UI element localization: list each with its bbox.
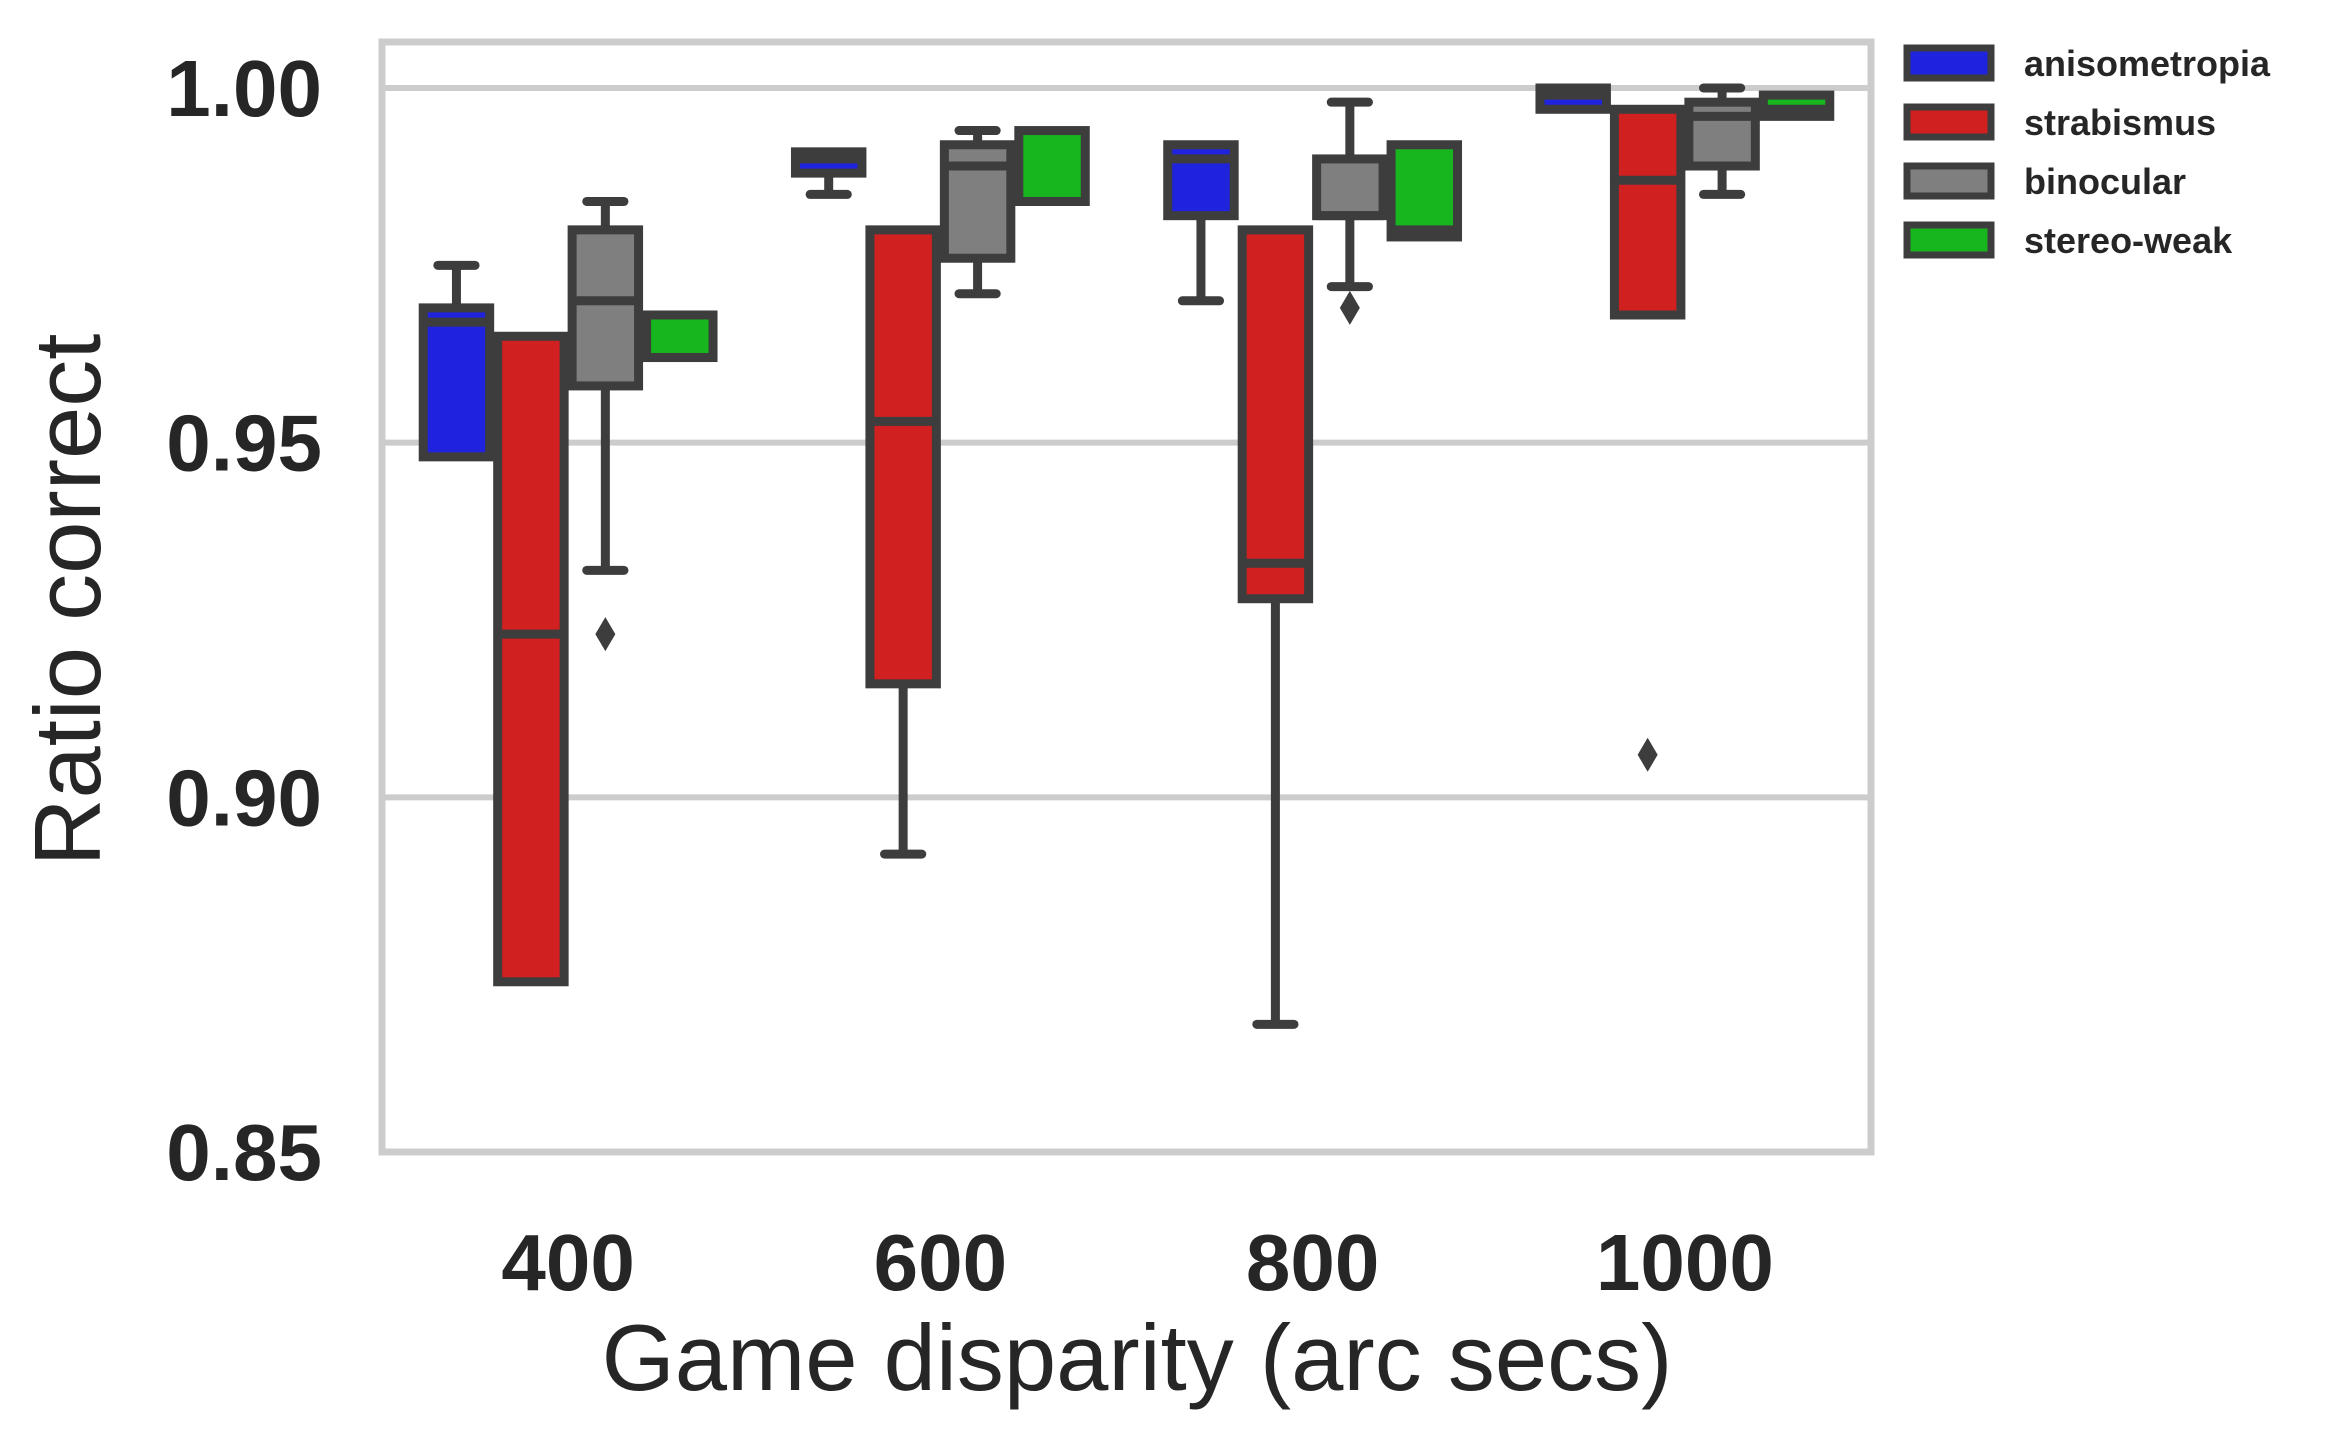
x-tick-label: 600: [874, 1218, 1007, 1307]
y-tick-label: 0.85: [166, 1108, 322, 1197]
legend-label: anisometropia: [2024, 43, 2271, 84]
box-binocular-400: [567, 196, 644, 652]
box-rect: [642, 310, 718, 363]
legend-label: stereo-weak: [2024, 220, 2233, 261]
box-rect: [1014, 126, 1090, 206]
box-rect: [1237, 225, 1314, 604]
box-anisometropia-600: [790, 147, 867, 199]
box-stereo-weak-400: [642, 310, 718, 363]
y-tick-label: 1.00: [166, 44, 322, 133]
y-tick-label: 0.95: [166, 399, 322, 488]
legend-swatch: [1903, 103, 1995, 141]
box-rect: [1386, 140, 1463, 242]
outlier-point: [1339, 290, 1360, 325]
box-anisometropia-800: [1163, 140, 1239, 306]
box-strabismus-800: [1237, 225, 1314, 1029]
legend-swatch: [1903, 221, 1995, 259]
box-anisometropia-400: [418, 260, 495, 462]
legend: anisometropia strabismus binocular stereo-w…: [1903, 43, 2271, 261]
legend-label: binocular: [2024, 161, 2186, 202]
box-binocular-600: [939, 126, 1016, 299]
y-axis-title: Ratio correct: [15, 334, 120, 867]
box-anisometropia-1000: [1535, 83, 1611, 114]
x-axis-title: Game disparity (arc secs): [602, 1305, 1673, 1410]
y-tick-labels: 0.85 0.90 0.95 1.00: [166, 44, 322, 1197]
legend-item: stereo-weak: [1903, 220, 2233, 261]
x-tick-label: 800: [1246, 1218, 1379, 1307]
legend-item: strabismus: [1903, 102, 2216, 143]
box-stereo-weak-1000: [1758, 90, 1835, 121]
legend-swatch: [1903, 44, 1995, 82]
box-rect: [1312, 154, 1388, 221]
box-rect: [1609, 104, 1686, 320]
box-strabismus-600: [865, 225, 941, 859]
box-strabismus-1000: [1609, 104, 1686, 772]
box-stereo-weak-800: [1386, 140, 1463, 242]
plot-frame: [378, 38, 1875, 1156]
box-binocular-800: [1312, 97, 1388, 325]
x-tick-label: 400: [501, 1218, 634, 1307]
box-rect: [567, 225, 644, 391]
box-rect: [493, 331, 569, 987]
y-tick-label: 0.90: [166, 753, 322, 842]
x-tick-labels: 400 600 800 1000: [501, 1218, 1773, 1307]
boxes-layer: [418, 83, 1835, 1029]
legend-item: anisometropia: [1903, 43, 2271, 84]
legend-item: binocular: [1903, 161, 2186, 202]
legend-swatch: [1903, 162, 1995, 200]
outlier-point: [595, 617, 616, 652]
box-binocular-1000: [1684, 83, 1760, 199]
x-tick-label: 1000: [1596, 1218, 1774, 1307]
box-rect: [1684, 97, 1760, 171]
box-rect: [865, 225, 941, 689]
box-stereo-weak-600: [1014, 126, 1090, 206]
box-strabismus-400: [493, 331, 569, 987]
legend-label: strabismus: [2024, 102, 2216, 143]
box-rect: [418, 303, 495, 462]
outlier-point: [1637, 737, 1658, 772]
